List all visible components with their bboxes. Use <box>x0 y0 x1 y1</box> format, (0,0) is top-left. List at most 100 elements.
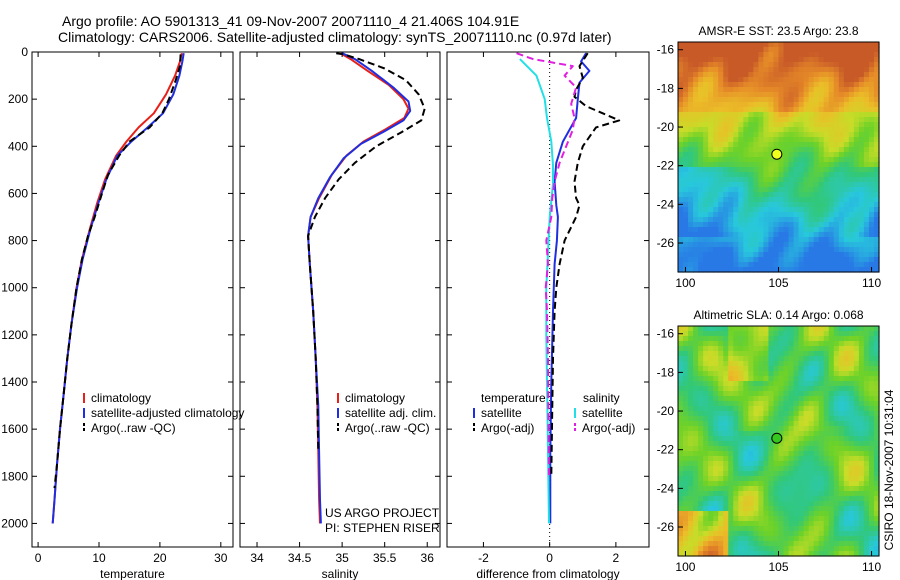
map-cell <box>753 197 760 203</box>
map-cell <box>698 371 704 377</box>
map-cell <box>798 62 805 68</box>
map-cell <box>873 202 880 208</box>
map-cell <box>683 331 689 337</box>
map-cell <box>823 202 830 208</box>
map-cell <box>718 102 724 108</box>
map-cell <box>688 47 694 53</box>
map-cell <box>698 331 704 337</box>
map-cell <box>683 511 689 517</box>
map-cell <box>848 227 855 233</box>
map-cell <box>788 197 795 203</box>
map-cell <box>863 546 870 552</box>
map-cell <box>753 481 760 487</box>
map-cell <box>838 421 845 427</box>
map-cell <box>713 526 719 532</box>
map-cell <box>833 42 840 48</box>
map-cell <box>873 511 880 517</box>
map-cell <box>718 451 724 457</box>
map-cell <box>813 222 820 228</box>
map-cell <box>683 217 689 223</box>
map-cell <box>693 426 699 432</box>
map-cell <box>843 356 850 362</box>
map-cell <box>843 531 850 537</box>
map-cell <box>748 446 754 452</box>
map-cell <box>793 197 800 203</box>
map-cell <box>753 167 760 173</box>
map-cell <box>733 102 739 108</box>
map-cell <box>838 42 845 48</box>
map-cell <box>753 127 760 133</box>
map-cell <box>808 157 815 163</box>
map-cell <box>838 406 845 412</box>
map-y-tick-label: -26 <box>657 236 675 250</box>
map-cell <box>788 516 795 522</box>
map-cell <box>858 242 865 248</box>
map-cell <box>798 531 805 537</box>
map-cell <box>753 257 760 263</box>
map-cell <box>863 207 870 213</box>
map-cell <box>718 481 724 487</box>
map-cell <box>718 242 724 248</box>
map-cell <box>703 162 709 168</box>
map-cell <box>808 446 815 452</box>
map-cell <box>778 57 785 63</box>
map-cell <box>693 162 699 168</box>
map-cell <box>688 541 694 547</box>
map-cell <box>813 531 820 537</box>
map-cell <box>773 107 780 113</box>
map-cell <box>833 47 840 53</box>
map-cell <box>798 47 805 53</box>
map-cell <box>743 486 749 492</box>
map-cell <box>693 147 699 153</box>
map-cell <box>713 127 719 133</box>
map-cell <box>818 87 825 93</box>
map-cell <box>813 426 820 432</box>
map-cell <box>793 87 800 93</box>
legend-entry-2: Argo(..raw -QC) <box>345 421 430 435</box>
map-cell <box>843 326 850 332</box>
map-cell <box>688 252 694 258</box>
map-cell <box>693 416 699 422</box>
map-cell <box>778 242 785 248</box>
map-cell <box>678 62 684 68</box>
map-cell <box>753 361 760 367</box>
map-cell <box>873 102 880 108</box>
map-cell <box>758 551 765 557</box>
map-cell <box>773 192 780 198</box>
map-cell <box>738 137 744 143</box>
map-cell <box>778 471 785 477</box>
map-cell <box>783 207 790 213</box>
map-cell <box>788 172 795 178</box>
map-cell <box>833 147 840 153</box>
map-cell <box>753 451 760 457</box>
map-cell <box>728 551 734 557</box>
map-cell <box>788 391 795 397</box>
map-cell <box>843 152 850 158</box>
map-cell <box>773 207 780 213</box>
map-cell <box>843 421 850 427</box>
map-cell <box>693 107 699 113</box>
map-cell <box>698 117 704 123</box>
map-cell <box>803 491 810 497</box>
map-cell <box>703 57 709 63</box>
map-cell <box>823 132 830 138</box>
map-cell <box>863 182 870 188</box>
map-cell <box>768 212 775 218</box>
map-cell <box>813 376 820 382</box>
map-cell <box>838 77 845 83</box>
map-cell <box>863 257 870 263</box>
map-cell <box>818 531 825 537</box>
map-cell <box>733 177 739 183</box>
map-cell <box>803 112 810 118</box>
map-cell <box>853 546 860 552</box>
map-cell <box>858 167 865 173</box>
map-cell <box>798 42 805 48</box>
map-cell <box>708 132 714 138</box>
map-cell <box>728 247 734 253</box>
map-cell <box>698 257 704 263</box>
map-cell <box>743 132 749 138</box>
map-cell <box>833 521 840 527</box>
map-cell <box>803 536 810 542</box>
map-cell <box>833 411 840 417</box>
map-cell <box>773 182 780 188</box>
